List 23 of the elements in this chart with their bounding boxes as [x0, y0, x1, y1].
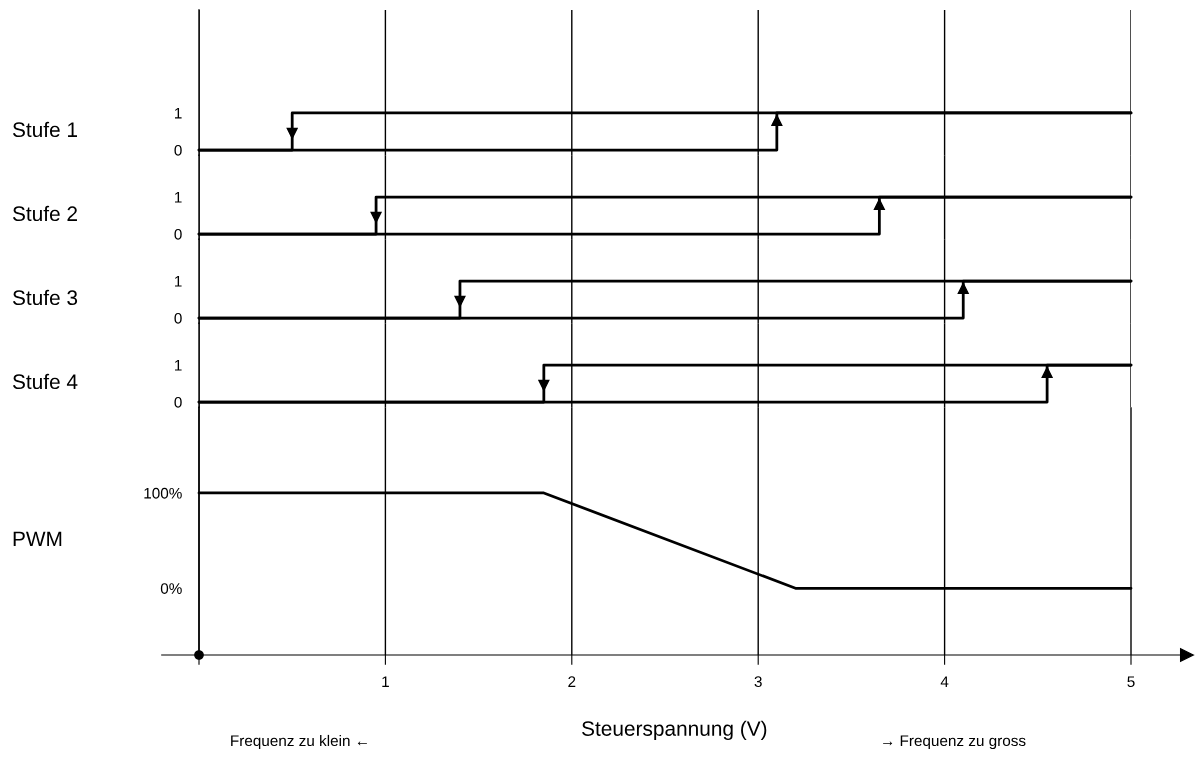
- y-axis-title: PWM: [13, 531, 62, 547]
- y-axis-title: Stufe 4: [12, 373, 78, 390]
- x-axis-title: Steuerspannung (V): [582, 720, 767, 741]
- x-tick-label: 3: [754, 676, 762, 688]
- x-tick-label: 4: [940, 676, 949, 687]
- y-tick-label: 1: [175, 360, 182, 371]
- x-tick-label: 2: [568, 676, 576, 687]
- y-tick-label: 1: [175, 276, 182, 287]
- y-tick-label: 1: [175, 108, 182, 119]
- text: Frequenz zu klein ←: [231, 734, 367, 750]
- y-tick-label: 0%: [160, 583, 182, 594]
- y-tick-label: 1: [175, 192, 182, 203]
- y-tick-label: 100%: [144, 487, 182, 499]
- x-tick-label: 5: [1127, 676, 1135, 688]
- y-tick-label: 0: [174, 144, 182, 156]
- y-axis-title: Stufe 1: [12, 121, 77, 138]
- text: → Frequenz zu gross: [883, 735, 1026, 750]
- y-axis-title: Stufe 3: [12, 289, 78, 306]
- y-tick-label: 0: [174, 396, 182, 408]
- y-tick-label: 0: [174, 312, 182, 324]
- y-tick-label: 0: [174, 228, 182, 240]
- y-axis-title: Stufe 2: [12, 205, 77, 222]
- x-tick-label: 1: [382, 676, 389, 687]
